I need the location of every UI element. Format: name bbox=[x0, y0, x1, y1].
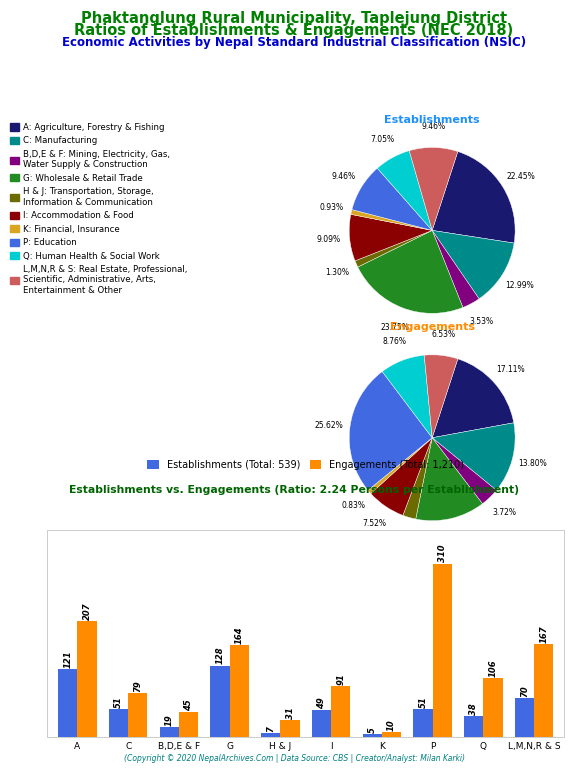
Wedge shape bbox=[409, 147, 458, 230]
Wedge shape bbox=[432, 438, 496, 504]
Text: Establishments vs. Engagements (Ratio: 2.24 Persons per Establishment): Establishments vs. Engagements (Ratio: 2… bbox=[69, 485, 519, 495]
Text: 38: 38 bbox=[469, 703, 478, 715]
Text: 91: 91 bbox=[336, 674, 345, 685]
Bar bbox=[534, 644, 553, 737]
Bar bbox=[413, 709, 433, 737]
Wedge shape bbox=[432, 359, 514, 438]
Text: 106: 106 bbox=[489, 659, 497, 677]
Text: 22.45%: 22.45% bbox=[506, 171, 535, 180]
Text: 3.72%: 3.72% bbox=[492, 508, 516, 517]
Text: 9.46%: 9.46% bbox=[332, 172, 356, 180]
Text: 31: 31 bbox=[286, 707, 295, 719]
Text: (Copyright © 2020 NepalArchives.Com | Data Source: CBS | Creator/Analyst: Milan : (Copyright © 2020 NepalArchives.Com | Da… bbox=[123, 753, 465, 763]
Text: 25.62%: 25.62% bbox=[315, 421, 343, 430]
Bar bbox=[230, 645, 249, 737]
Bar bbox=[261, 733, 280, 737]
Text: 51: 51 bbox=[419, 696, 427, 707]
Text: 207: 207 bbox=[83, 603, 92, 620]
Text: 5: 5 bbox=[368, 727, 377, 733]
Text: 9.09%: 9.09% bbox=[317, 235, 341, 244]
Text: 45: 45 bbox=[184, 699, 193, 711]
Text: 0.93%: 0.93% bbox=[319, 203, 343, 212]
Text: 13.55%: 13.55% bbox=[441, 535, 470, 543]
Wedge shape bbox=[377, 151, 432, 230]
Wedge shape bbox=[382, 355, 432, 438]
Text: Economic Activities by Nepal Standard Industrial Classification (NSIC): Economic Activities by Nepal Standard In… bbox=[62, 36, 526, 49]
Bar bbox=[514, 698, 534, 737]
Wedge shape bbox=[368, 438, 432, 494]
Bar bbox=[128, 693, 148, 737]
Wedge shape bbox=[355, 230, 432, 267]
Wedge shape bbox=[424, 355, 458, 438]
Wedge shape bbox=[351, 210, 432, 230]
Text: 7: 7 bbox=[266, 727, 275, 732]
Wedge shape bbox=[349, 372, 432, 490]
Legend: Establishments (Total: 539), Engagements (Total: 1,210): Establishments (Total: 539), Engagements… bbox=[143, 456, 468, 474]
Text: 167: 167 bbox=[539, 625, 548, 643]
Text: 2.56%: 2.56% bbox=[392, 533, 416, 542]
Legend: A: Agriculture, Forestry & Fishing, C: Manufacturing, B,D,E & F: Mining, Electri: A: Agriculture, Forestry & Fishing, C: M… bbox=[10, 123, 187, 295]
Wedge shape bbox=[416, 438, 483, 521]
Bar bbox=[160, 727, 179, 737]
Wedge shape bbox=[432, 230, 514, 299]
Title: Establishments: Establishments bbox=[385, 114, 480, 124]
Bar bbox=[331, 687, 350, 737]
Text: 7.52%: 7.52% bbox=[362, 519, 386, 528]
Bar bbox=[312, 710, 331, 737]
Bar bbox=[280, 720, 300, 737]
Text: 9.46%: 9.46% bbox=[422, 122, 446, 131]
Text: Phaktanglung Rural Municipality, Taplejung District: Phaktanglung Rural Municipality, Tapleju… bbox=[81, 11, 507, 26]
Text: 13.80%: 13.80% bbox=[518, 459, 547, 468]
Wedge shape bbox=[432, 230, 479, 307]
Text: 17.11%: 17.11% bbox=[496, 365, 524, 374]
Title: Engagements: Engagements bbox=[390, 322, 475, 332]
Text: 49: 49 bbox=[317, 697, 326, 709]
Text: 7.05%: 7.05% bbox=[370, 135, 395, 144]
Wedge shape bbox=[349, 214, 432, 261]
Bar bbox=[433, 564, 452, 737]
Wedge shape bbox=[432, 422, 515, 490]
Text: 70: 70 bbox=[520, 685, 529, 697]
Wedge shape bbox=[371, 438, 432, 515]
Bar bbox=[211, 666, 230, 737]
Bar bbox=[483, 678, 503, 737]
Bar bbox=[179, 712, 198, 737]
Text: Ratios of Establishments & Engagements (NEC 2018): Ratios of Establishments & Engagements (… bbox=[74, 23, 514, 38]
Text: 51: 51 bbox=[114, 696, 123, 707]
Bar bbox=[363, 734, 382, 737]
Bar bbox=[382, 732, 401, 737]
Text: 10: 10 bbox=[387, 719, 396, 730]
Bar bbox=[109, 709, 128, 737]
Text: 19: 19 bbox=[165, 713, 174, 726]
Text: 1.30%: 1.30% bbox=[325, 268, 349, 277]
Text: 8.76%: 8.76% bbox=[383, 336, 406, 346]
Bar bbox=[58, 670, 78, 737]
Wedge shape bbox=[352, 168, 432, 230]
Text: 12.99%: 12.99% bbox=[506, 281, 534, 290]
Text: 121: 121 bbox=[64, 650, 72, 668]
Text: 6.53%: 6.53% bbox=[432, 330, 456, 339]
Text: 0.83%: 0.83% bbox=[342, 501, 366, 510]
Bar bbox=[464, 716, 483, 737]
Text: 164: 164 bbox=[235, 627, 244, 644]
Text: 79: 79 bbox=[133, 680, 142, 692]
Text: 310: 310 bbox=[437, 545, 447, 562]
Text: 23.75%: 23.75% bbox=[380, 323, 409, 332]
Text: 128: 128 bbox=[216, 647, 225, 664]
Bar bbox=[78, 621, 97, 737]
Text: 3.53%: 3.53% bbox=[469, 317, 493, 326]
Wedge shape bbox=[432, 151, 515, 243]
Wedge shape bbox=[358, 230, 463, 313]
Wedge shape bbox=[403, 438, 432, 519]
